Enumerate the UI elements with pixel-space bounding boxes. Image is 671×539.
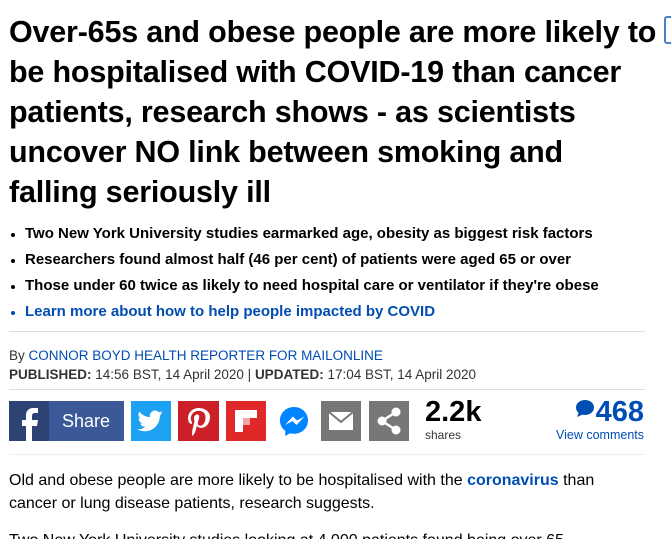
bullet: Two New York University studies earmarke… [9, 221, 659, 247]
email-button[interactable] [321, 401, 361, 441]
bullet-list: Two New York University studies earmarke… [9, 221, 659, 325]
facebook-icon [9, 401, 49, 441]
dates: PUBLISHED: 14:56 BST, 14 April 2020 | UP… [9, 365, 476, 384]
byline: By CONNOR BOYD HEALTH REPORTER FOR MAILO… [9, 346, 383, 365]
body-link[interactable]: coronavirus [467, 472, 559, 489]
bullet: Those under 60 twice as likely to need h… [9, 273, 659, 299]
body-text: than cancer or lung disease patients, re… [9, 472, 595, 512]
divider [9, 454, 645, 455]
published-date: 14:56 BST, 14 April 2020 [95, 367, 244, 382]
share-count-number: 2.2k [425, 396, 482, 428]
author-link[interactable]: CONNOR BOYD HEALTH REPORTER FOR MAILONLI… [28, 348, 383, 363]
twitter-button[interactable] [131, 401, 171, 441]
comments-count: 468 [556, 395, 644, 429]
published-label: PUBLISHED: [9, 367, 92, 382]
bullet-link[interactable]: Learn more about how to help people impa… [9, 299, 659, 325]
comments[interactable]: 468 View comments [556, 395, 644, 441]
pinterest-button[interactable] [178, 401, 219, 441]
body-paragraph: Old and obese people are more likely to … [9, 469, 639, 515]
corner-widget[interactable] [664, 16, 671, 44]
flipboard-button[interactable] [226, 401, 266, 441]
divider [9, 389, 645, 390]
updated-date: 17:04 BST, 14 April 2020 [327, 367, 477, 382]
share-count-label: shares [425, 428, 462, 442]
facebook-share-button[interactable]: Share [9, 401, 124, 441]
share-count: 2.2k shares [425, 395, 481, 441]
comments-count-number: 468 [595, 396, 644, 428]
comments-label[interactable]: View comments [556, 428, 644, 442]
body-paragraph: Two New York University studies looking … [9, 529, 639, 539]
comment-icon [575, 400, 594, 417]
updated-label: UPDATED: [254, 367, 324, 382]
more-share-button[interactable] [369, 401, 409, 441]
headline: Over-65s and obese people are more likel… [9, 15, 657, 209]
separator: | [247, 367, 252, 382]
byline-prefix: By [9, 348, 25, 363]
messenger-button[interactable] [274, 401, 314, 441]
facebook-share-label: Share [62, 411, 111, 431]
bullet: Researchers found almost half (46 per ce… [9, 247, 659, 273]
divider [9, 331, 645, 332]
body-text: Old and obese people are more likely to … [9, 472, 463, 489]
